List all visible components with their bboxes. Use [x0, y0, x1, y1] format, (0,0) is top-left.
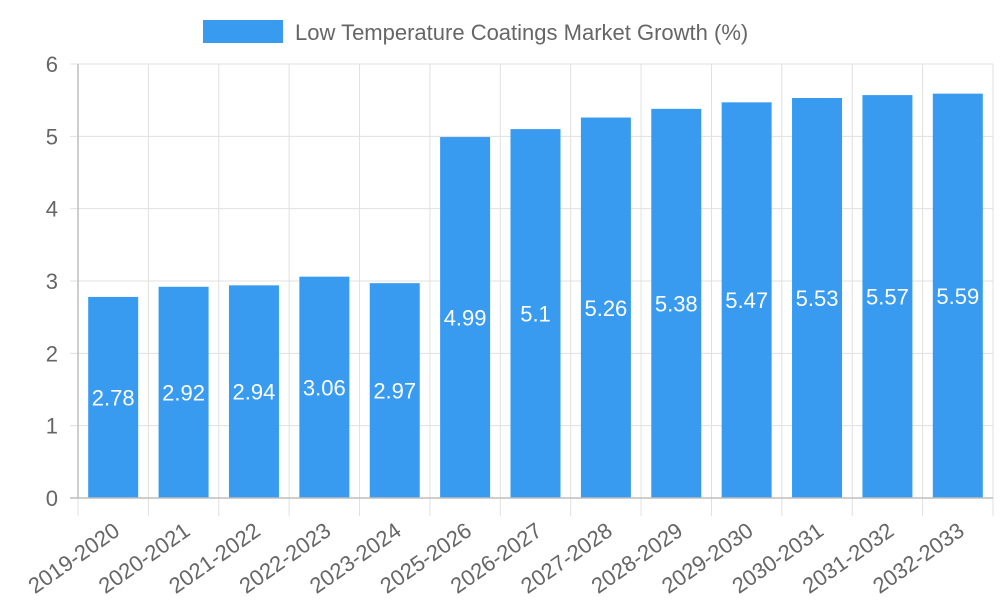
- bar-2019-2020: [88, 296, 139, 498]
- bar-2031-2032: [862, 95, 913, 498]
- bar-2029-2030: [721, 102, 772, 498]
- bar-value-label: 5.57: [866, 285, 909, 310]
- bar-value-label: 5.47: [725, 288, 768, 313]
- bar-2026-2027: [510, 129, 561, 498]
- bar-value-label: 4.99: [444, 306, 487, 331]
- bar-value-label: 3.06: [303, 375, 346, 400]
- y-tick-label: 3: [46, 269, 58, 294]
- y-tick-label: 0: [46, 486, 58, 511]
- bar-2028-2029: [651, 108, 702, 498]
- bar-2027-2028: [580, 117, 631, 498]
- bar-value-label: 2.78: [92, 385, 135, 410]
- y-tick-label: 2: [46, 341, 58, 366]
- bars-layer: [88, 93, 983, 498]
- bar-2022-2023: [299, 276, 350, 498]
- bar-2025-2026: [440, 137, 491, 498]
- bar-value-label: 5.53: [796, 286, 839, 311]
- bar-2021-2022: [228, 285, 279, 498]
- bar-value-label: 2.94: [233, 380, 276, 405]
- bar-value-label: 2.92: [162, 380, 205, 405]
- y-tick-label: 4: [46, 197, 58, 222]
- bar-2020-2021: [158, 286, 209, 498]
- y-tick-label: 6: [46, 52, 58, 77]
- bar-value-label: 5.26: [584, 296, 627, 321]
- legend-label: Low Temperature Coatings Market Growth (…: [295, 20, 748, 45]
- bar-2030-2031: [792, 97, 843, 498]
- bar-value-label: 2.97: [373, 379, 416, 404]
- bar-value-label: 5.59: [936, 284, 979, 309]
- bar-value-label: 5.1: [520, 302, 551, 327]
- bar-value-label: 5.38: [655, 291, 698, 316]
- legend: Low Temperature Coatings Market Growth (…: [203, 20, 748, 45]
- bar-2032-2033: [932, 93, 983, 498]
- bar-2023-2024: [369, 283, 420, 498]
- y-tick-label: 1: [46, 414, 58, 439]
- legend-swatch: [203, 20, 283, 43]
- y-tick-label: 5: [46, 124, 58, 149]
- data-labels-layer: 2.78 2.92 2.94 3.06 2.97 4.99 5.1 5.26 5.38 5.47 5…: [92, 284, 979, 411]
